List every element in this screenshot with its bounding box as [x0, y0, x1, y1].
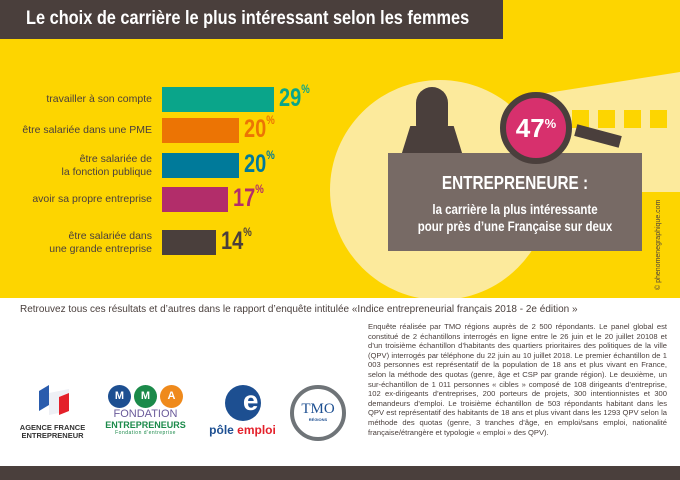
data-label: 14%	[221, 225, 252, 256]
report-note: Retrouvez tous ces résultats et d’autres…	[20, 304, 578, 315]
data-unit: %	[266, 113, 275, 127]
category-label-line: travailler à son compte	[46, 93, 152, 105]
highlight-unit: %	[544, 116, 557, 131]
window	[572, 110, 589, 128]
afe-line2: ENTREPRENEUR	[21, 431, 84, 440]
data-label: 20%	[244, 148, 275, 179]
data-unit: %	[254, 182, 264, 196]
mma-a: A	[160, 385, 183, 408]
emploi-text: emploi	[237, 423, 276, 437]
category-label: être salariée dans une grande entreprise	[0, 230, 152, 256]
category-label-line: être salariée de	[79, 152, 152, 165]
bar	[162, 118, 240, 143]
footer-bar	[0, 466, 680, 480]
woman-silhouette-body	[401, 126, 463, 156]
category-label-line: avoir sa propre entreprise	[32, 193, 152, 205]
data-value: 20	[244, 115, 267, 143]
woman-silhouette-icon	[416, 87, 448, 131]
bar	[162, 87, 274, 112]
bar	[162, 187, 228, 212]
category-label: être salariée de la fonction publique	[0, 152, 153, 179]
category-label: être salariée dans une PME	[0, 124, 152, 137]
highlight-line2: pour près d’une Française sur deux	[417, 219, 613, 234]
page-title: Le choix de carrière le plus intéressant…	[26, 8, 470, 29]
mma-entrepreneurs: ENTREPRENEURS	[105, 420, 186, 430]
mma-sub: Fondation d’entreprise	[115, 430, 176, 436]
window	[624, 110, 641, 128]
mma-m1: M	[108, 385, 131, 408]
logo-agence-france-entrepreneur: AGENCE FRANCE ENTREPRENEUR	[15, 385, 90, 440]
highlight-box: ENTREPRENEURE : la carrière la plus inté…	[388, 153, 642, 251]
window	[650, 110, 667, 128]
window	[598, 110, 615, 128]
data-label: 20%	[244, 113, 275, 144]
highlight-text: la carrière la plus intéressante pour prè…	[407, 201, 623, 235]
bar	[162, 153, 240, 178]
data-unit: %	[301, 82, 310, 96]
category-label-line: être salariée dans	[68, 229, 152, 242]
highlight-line1: la carrière la plus intéressante	[432, 202, 598, 217]
data-unit: %	[266, 148, 275, 162]
category-label-line: la fonction publique	[61, 165, 153, 178]
bar	[162, 230, 217, 255]
data-value: 20	[244, 150, 267, 178]
pole-emploi-e-icon: e	[224, 385, 261, 421]
afe-line1: AGENCE FRANCE	[19, 423, 86, 432]
tmo-sub: RÉGIONS	[308, 417, 328, 422]
highlight-value: 47	[515, 113, 545, 143]
credit: © phenomenegraphique.com	[655, 199, 662, 290]
chart-background: Le choix de carrière le plus intéressant…	[0, 0, 680, 298]
methodology-text: Enquête réalisée par TMO régions auprès …	[368, 322, 667, 437]
logo-fondation-mma: M M A FONDATION ENTREPRENEURS Fondation …	[103, 385, 188, 436]
title-bar: Le choix de carrière le plus intéressant…	[0, 0, 503, 39]
category-label-line: être salariée dans une PME	[22, 124, 152, 136]
afe-cube-icon	[38, 385, 69, 415]
data-label: 29%	[278, 82, 310, 113]
magnifier-icon: 47%	[500, 92, 572, 164]
logo-tmo-regions: TMO RÉGIONS	[290, 385, 346, 441]
data-value: 17	[232, 184, 255, 212]
highlight-heading: ENTREPRENEURE :	[441, 173, 589, 193]
tmo-text: TMO	[301, 401, 335, 417]
mma-fondation: FONDATION	[113, 408, 178, 420]
pole-text: pôle	[209, 423, 234, 437]
category-label: avoir sa propre entreprise	[0, 193, 152, 206]
data-value: 29	[278, 84, 302, 112]
data-value: 14	[221, 227, 244, 255]
data-label: 17%	[232, 182, 264, 213]
data-unit: %	[243, 225, 252, 239]
category-label-line: une grande entreprise	[49, 242, 152, 255]
mma-m2: M	[134, 385, 157, 408]
logo-pole-emploi: e pôle emploi	[205, 385, 280, 437]
category-label: travailler à son compte	[0, 93, 152, 106]
